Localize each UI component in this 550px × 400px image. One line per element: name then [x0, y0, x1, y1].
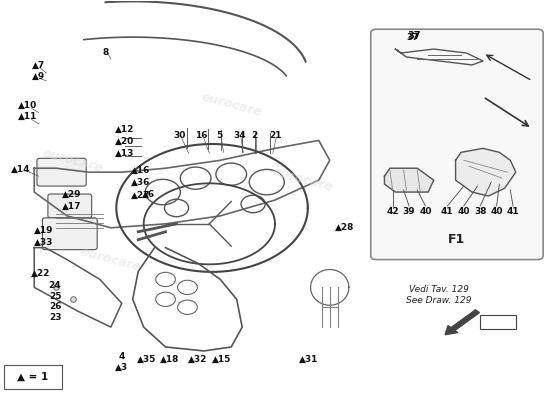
FancyBboxPatch shape — [48, 194, 92, 218]
Text: ▲27: ▲27 — [131, 191, 151, 200]
Text: ▲31: ▲31 — [299, 355, 318, 364]
Text: eurocare: eurocare — [271, 166, 334, 194]
Text: ▲16: ▲16 — [131, 166, 151, 175]
Text: 41: 41 — [441, 207, 454, 216]
FancyBboxPatch shape — [37, 158, 86, 186]
Text: 40: 40 — [491, 207, 503, 216]
Text: ▲19: ▲19 — [34, 226, 54, 235]
Text: ▲20: ▲20 — [115, 137, 134, 146]
Text: ▲36: ▲36 — [131, 178, 151, 187]
Text: 25: 25 — [49, 292, 61, 301]
Text: 37: 37 — [408, 31, 421, 41]
Text: ▲28: ▲28 — [336, 223, 355, 232]
Text: 5: 5 — [216, 131, 222, 140]
Text: ▲14: ▲14 — [11, 164, 30, 174]
Text: ▲29: ▲29 — [62, 190, 81, 199]
FancyBboxPatch shape — [4, 365, 62, 389]
Text: ▲18: ▲18 — [160, 355, 180, 364]
FancyBboxPatch shape — [42, 218, 97, 250]
Polygon shape — [384, 168, 434, 192]
FancyBboxPatch shape — [371, 29, 543, 260]
Bar — [480, 315, 516, 329]
Text: 4: 4 — [119, 352, 125, 362]
FancyArrow shape — [445, 310, 480, 335]
Text: Vedi Tav. 129
See Draw. 129: Vedi Tav. 129 See Draw. 129 — [406, 286, 472, 305]
Text: ▲33: ▲33 — [35, 238, 54, 247]
Text: 38: 38 — [474, 207, 486, 216]
Text: ▲11: ▲11 — [18, 112, 37, 121]
Text: 40: 40 — [458, 207, 470, 216]
Text: 39: 39 — [403, 207, 415, 216]
Text: ▲17: ▲17 — [62, 202, 81, 211]
Text: eurocare: eurocare — [79, 245, 142, 274]
Text: ▲12: ▲12 — [115, 125, 134, 134]
Text: 24: 24 — [49, 281, 62, 290]
Text: ▲15: ▲15 — [212, 355, 231, 364]
Text: ▲35: ▲35 — [137, 355, 156, 364]
Text: ▲6: ▲6 — [141, 190, 155, 199]
Text: 30: 30 — [173, 131, 185, 140]
Text: 34: 34 — [233, 131, 246, 140]
Text: 8: 8 — [102, 48, 108, 57]
Text: ▲10: ▲10 — [18, 101, 37, 110]
Text: ▲3: ▲3 — [115, 363, 128, 372]
Text: 2: 2 — [251, 131, 257, 140]
Text: 16: 16 — [195, 131, 207, 140]
Polygon shape — [455, 148, 516, 196]
Text: 41: 41 — [507, 207, 519, 216]
Text: ▲ = 1: ▲ = 1 — [17, 372, 48, 382]
Text: F1: F1 — [448, 233, 466, 246]
Text: 40: 40 — [419, 207, 432, 216]
Text: 42: 42 — [386, 207, 399, 216]
Text: ▲9: ▲9 — [32, 72, 45, 80]
Text: ▲22: ▲22 — [31, 269, 51, 278]
Text: 23: 23 — [49, 313, 61, 322]
Text: 37: 37 — [406, 33, 419, 42]
Text: 26: 26 — [49, 302, 61, 311]
Text: eurocare: eurocare — [199, 90, 263, 119]
Text: ▲7: ▲7 — [32, 61, 45, 70]
Text: ▲32: ▲32 — [188, 355, 207, 364]
Text: eurocare: eurocare — [41, 146, 104, 175]
Text: 21: 21 — [269, 131, 281, 140]
Text: ▲13: ▲13 — [115, 149, 134, 158]
